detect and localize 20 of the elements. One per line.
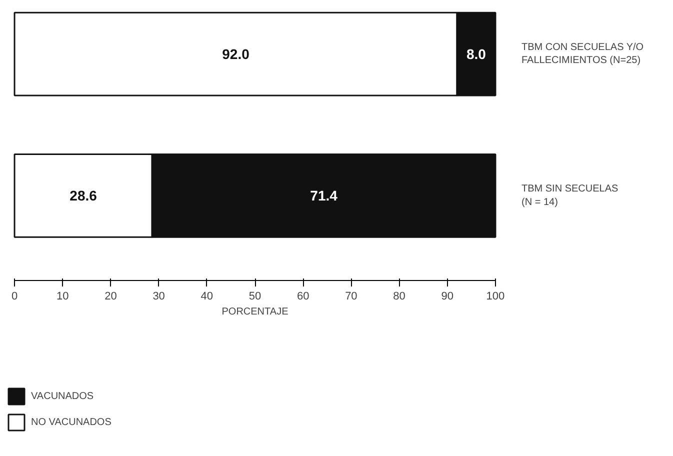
data-label: 8.0 <box>466 46 486 62</box>
x-tick-label: 10 <box>56 290 69 303</box>
x-tick-label: 60 <box>296 290 310 303</box>
x-tick-label: 80 <box>393 290 406 303</box>
data-label: 92.0 <box>222 46 250 62</box>
x-axis-title: PORCENTAJE <box>222 306 289 318</box>
x-tick-label: 40 <box>200 290 214 303</box>
x-tick-label: 70 <box>345 290 358 303</box>
data-label: 28.6 <box>70 188 98 204</box>
x-tick-label: 50 <box>248 290 262 303</box>
x-tick-label: 0 <box>11 290 18 303</box>
y-tick-label: TBM SIN SECUELAS (N = 14) <box>522 184 619 208</box>
x-tick-label: 90 <box>441 290 454 303</box>
x-tick-label: 100 <box>486 290 505 303</box>
y-tick-label: TBM CON SECUELAS Y/O FALLECIMIENTOS (N=25) <box>522 42 644 66</box>
x-tick-label: 30 <box>152 290 165 303</box>
x-tick-label: 20 <box>104 290 117 303</box>
legend-label: VACUNADOS <box>31 390 94 402</box>
data-label: 71.4 <box>310 188 338 204</box>
legend-label: NO VACUNADOS <box>31 416 112 428</box>
